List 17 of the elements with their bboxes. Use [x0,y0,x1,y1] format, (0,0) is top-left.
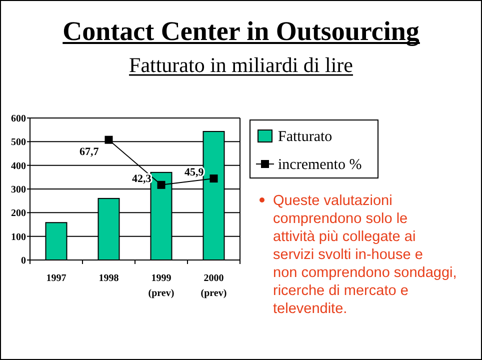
x-tick-label: 2000 (prev) [200,273,227,299]
data-label: 67,7 [80,146,100,158]
y-tick-label: 200 [11,208,26,220]
x-tick-label: 1999 (prev) [148,273,174,299]
legend-label: Fatturato [278,129,332,145]
chart-subtitle: Fatturato in miliardi di lire [129,53,353,77]
legend-label: incremento % [278,157,362,173]
x-tick-label: 1997 [46,273,66,284]
y-tick-label: 0 [21,256,26,266]
x-tick-label: 1998 [98,273,119,284]
text: Queste valutazioni comprendono solo le attività più collegate ai servizi svolti in-house e non comprendono sondaggi, ricerche di mercato e televendite. [273,193,457,317]
y-tick-label: 100 [11,232,26,243]
chart-title: Contact Center in Outsourcing [62,16,420,46]
y-tick-label: 400 [11,160,26,172]
y-tick-label: 500 [11,137,26,148]
y-tick-label: 300 [11,184,26,196]
y-tick-label: 600 [11,114,26,124]
